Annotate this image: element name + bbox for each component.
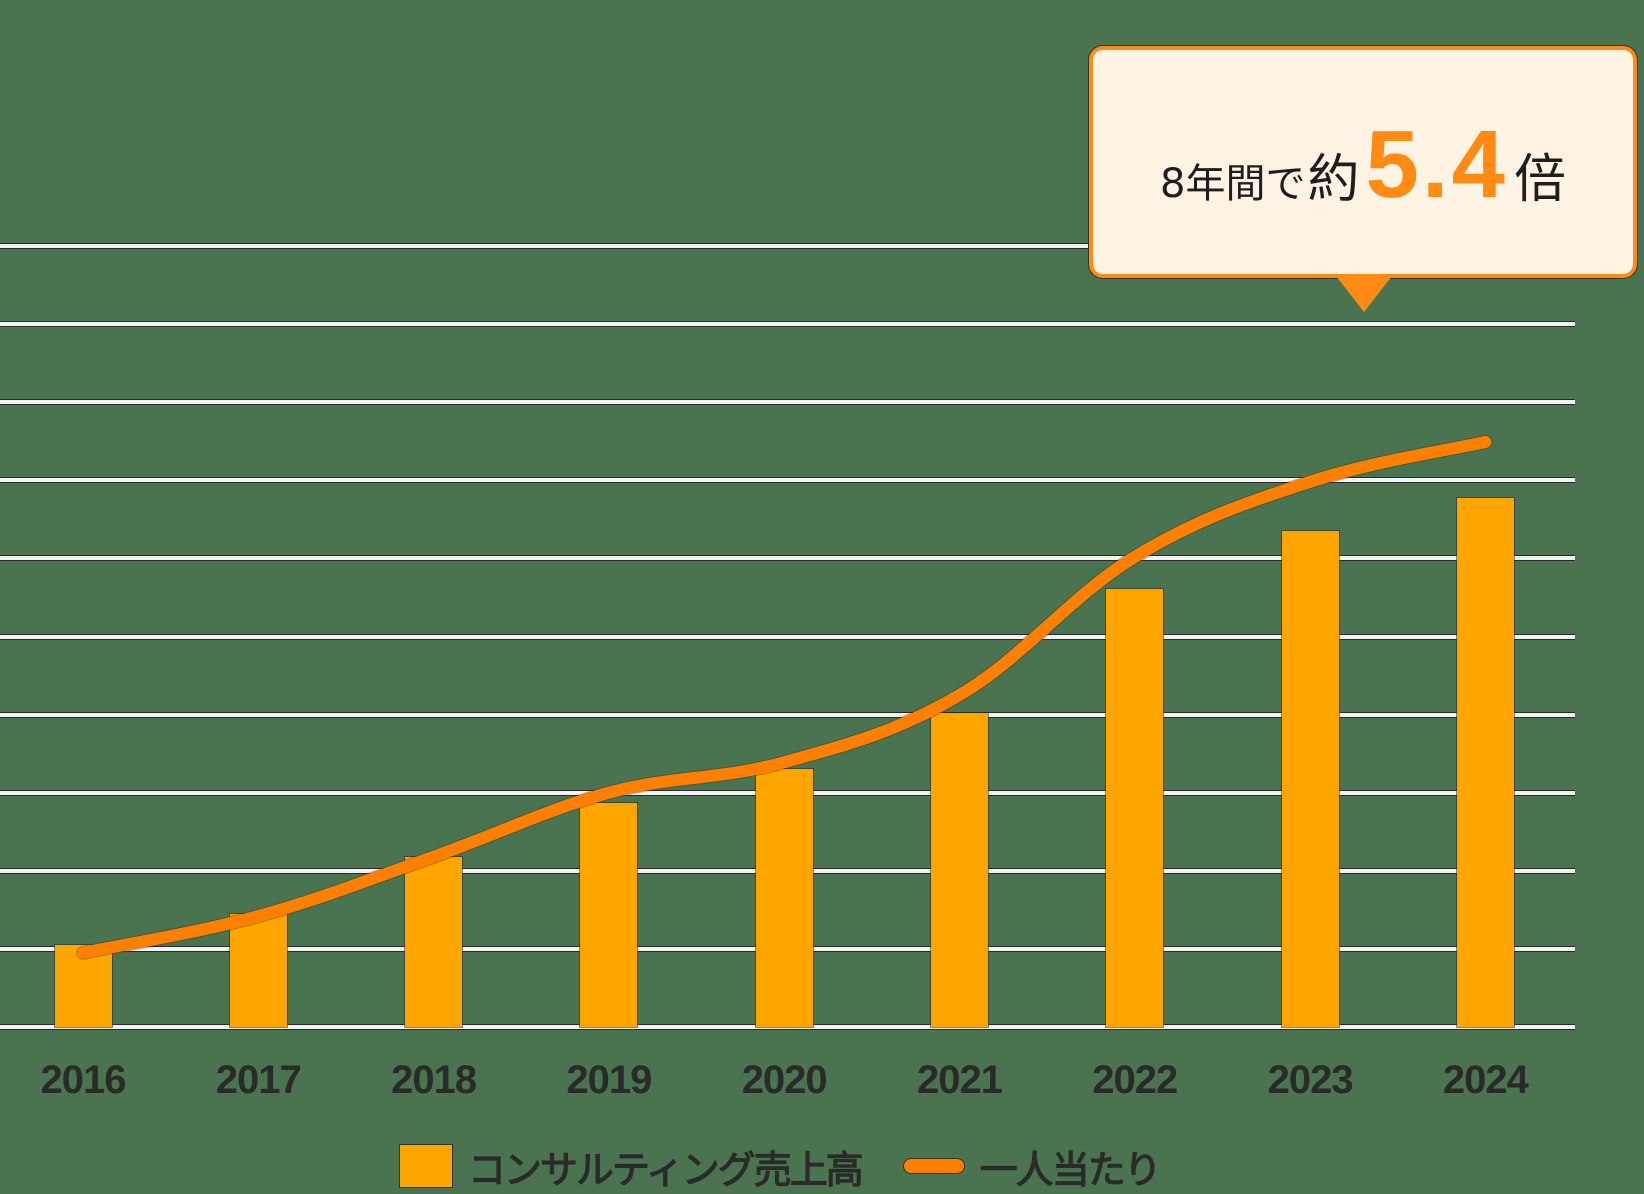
callout-prefix: 8年間で [1160,161,1306,207]
callout-pointer-icon [1336,276,1392,312]
gridline [0,556,1575,561]
x-label-2019: 2019 [566,1058,652,1102]
x-label-2017: 2017 [215,1058,302,1102]
callout-suffix: 倍 [1513,150,1566,210]
growth-callout: 8年間で 約 5.4 倍 [1089,46,1637,278]
x-label-2020: 2020 [741,1058,828,1102]
x-label-2024: 2024 [1442,1058,1529,1102]
legend: コンサルティング売上高 一人当たり [400,1145,1162,1192]
bar-2022 [1106,588,1164,1027]
callout-text: 8年間で 約 5.4 倍 [1160,110,1566,220]
line-series-path [77,436,1492,959]
gridline [0,634,1575,639]
gridline [0,712,1575,717]
gridline [0,478,1575,483]
legend-label-per-person: 一人当たり [979,1147,1162,1192]
legend-item-per-person: 一人当たり [903,1139,1162,1194]
x-label-2022: 2022 [1092,1058,1178,1102]
bar-2023 [1281,531,1339,1027]
callout-value: 5.4 [1365,111,1508,218]
bar-2017 [229,913,287,1027]
bar-2021 [931,713,988,1027]
bar-2020 [755,769,813,1027]
bar-2018 [405,856,463,1027]
gridline [0,1025,1575,1029]
gridline [0,244,1090,248]
x-label-2021: 2021 [917,1058,1003,1102]
gridline [0,400,1575,405]
x-label-2023: 2023 [1267,1058,1354,1102]
legend-label-sales: コンサルティング売上高 [468,1147,864,1192]
legend-item-sales: コンサルティング売上高 [400,1139,864,1194]
bar-2019 [580,802,638,1027]
bar-2024 [1456,498,1514,1027]
line-series-outline [76,435,1493,960]
x-label-2016: 2016 [40,1058,127,1102]
x-label-2018: 2018 [391,1058,477,1102]
bar-swatch-icon [400,1145,452,1187]
line-swatch-icon [903,1159,964,1173]
callout-approx: 約 [1307,150,1360,210]
gridline [0,322,1575,327]
